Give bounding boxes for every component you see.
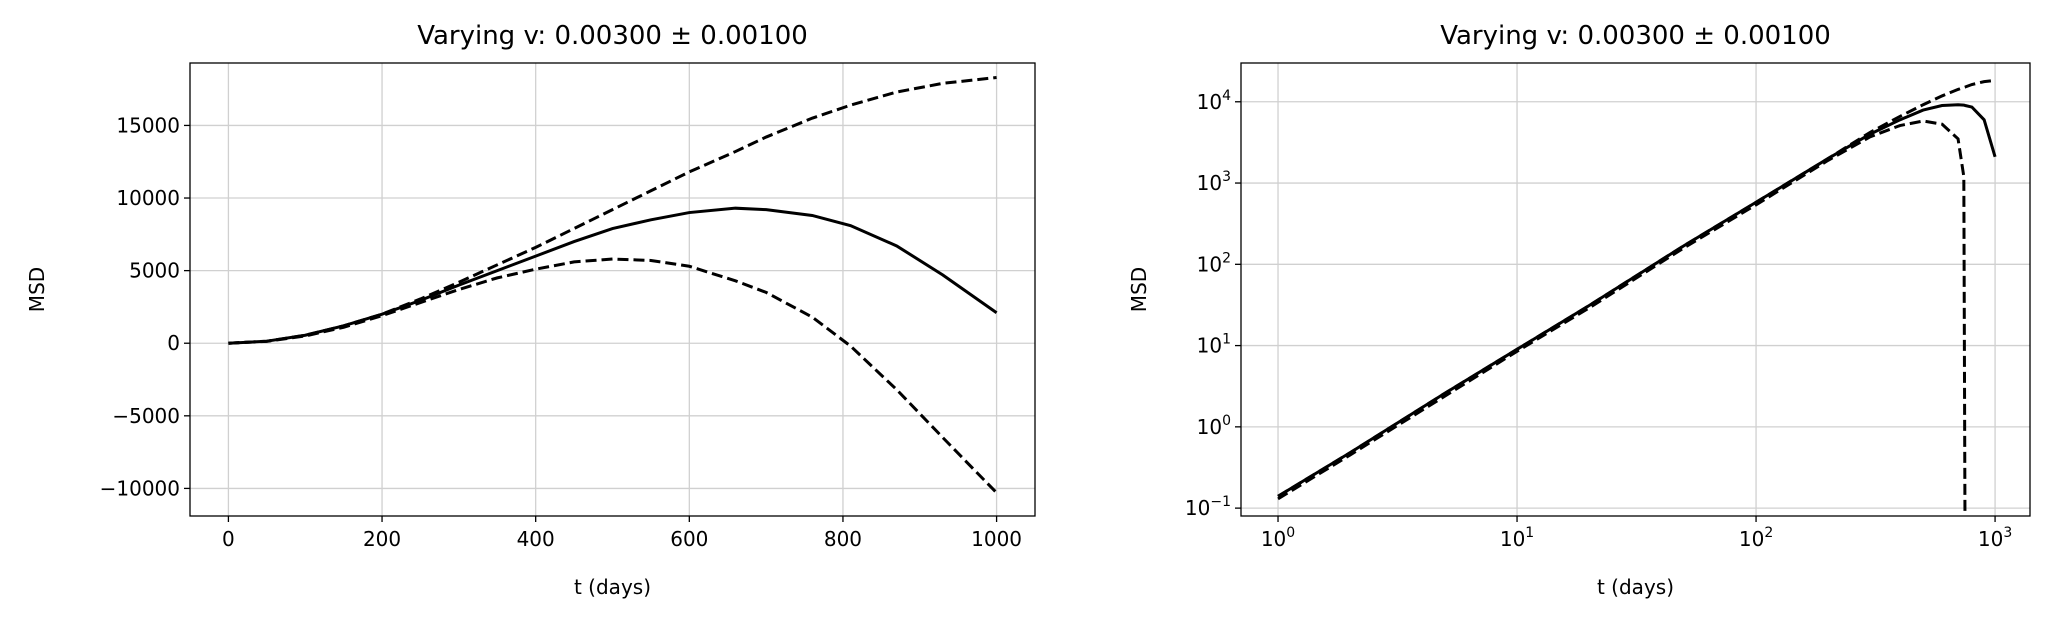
- chart-title: Varying v: 0.00300 ± 0.00100: [1440, 21, 1831, 51]
- x-tick-label: 0: [222, 527, 235, 551]
- tick-exponent: 3: [1222, 169, 1231, 185]
- series-line: [228, 206, 998, 345]
- series-line: [1277, 103, 1997, 498]
- y-tick-label: 0: [167, 331, 180, 355]
- tick-exponent: 1: [1222, 332, 1231, 348]
- y-tick-label: 10000: [116, 186, 180, 210]
- y-axis-label: MSD: [25, 267, 49, 312]
- x-tick-label: 101: [1500, 525, 1534, 551]
- x-tick-label: 200: [363, 527, 401, 551]
- tick-base: 10: [1739, 527, 1764, 551]
- tick-exponent: 3: [2003, 525, 2012, 541]
- series-line: [1277, 119, 1967, 516]
- tick-base: 10: [1197, 252, 1222, 276]
- y-tick-label: 5000: [129, 259, 180, 283]
- chart-title: Varying v: 0.00300 ± 0.00100: [417, 21, 808, 51]
- tick-base: 10: [1197, 90, 1222, 114]
- x-tick-label: 102: [1739, 525, 1773, 551]
- x-axis-label: t (days): [1597, 575, 1674, 599]
- tick-base: 10: [1500, 527, 1525, 551]
- x-axis-label: t (days): [574, 575, 651, 599]
- series-line: [1277, 78, 1996, 498]
- tick-exponent: 2: [1222, 250, 1231, 266]
- y-tick-label: −10000: [100, 476, 180, 500]
- y-tick-label: 100: [1197, 413, 1231, 439]
- x-tick-label: 1000: [971, 527, 1022, 551]
- tick-base: 10: [1197, 334, 1222, 358]
- tick-exponent: −1: [1210, 494, 1231, 510]
- plot-area: [1277, 78, 1997, 516]
- y-axis-label: MSD: [1127, 267, 1151, 312]
- series-line: [228, 76, 997, 345]
- tick-base: 10: [1197, 415, 1222, 439]
- tick-base: 10: [1978, 527, 2003, 551]
- axes-frame: [1240, 62, 2031, 517]
- tick-exponent: 4: [1222, 88, 1231, 104]
- y-tick-label: 101: [1197, 332, 1231, 358]
- x-tick-label: 400: [517, 527, 555, 551]
- tick-exponent: 0: [1286, 525, 1295, 541]
- x-tick-label: 800: [824, 527, 862, 551]
- y-tick-label: 102: [1197, 250, 1231, 276]
- tick-base: 10: [1197, 171, 1222, 195]
- series-line: [228, 257, 998, 494]
- tick-exponent: 2: [1764, 525, 1773, 541]
- x-tick-label: 600: [670, 527, 708, 551]
- y-tick-label: 104: [1197, 88, 1231, 114]
- plot-area: [228, 76, 998, 494]
- x-tick-label: 103: [1978, 525, 2012, 551]
- tick-base: 10: [1185, 496, 1210, 520]
- y-tick-label: −5000: [112, 404, 180, 428]
- tick-base: 10: [1261, 527, 1286, 551]
- tick-exponent: 1: [1525, 525, 1534, 541]
- tick-exponent: 0: [1222, 413, 1231, 429]
- y-tick-label: 103: [1197, 169, 1231, 195]
- y-tick-label: 10−1: [1185, 494, 1231, 520]
- x-tick-label: 100: [1261, 525, 1295, 551]
- y-tick-label: 15000: [116, 113, 180, 137]
- axes-frame: [189, 62, 1036, 517]
